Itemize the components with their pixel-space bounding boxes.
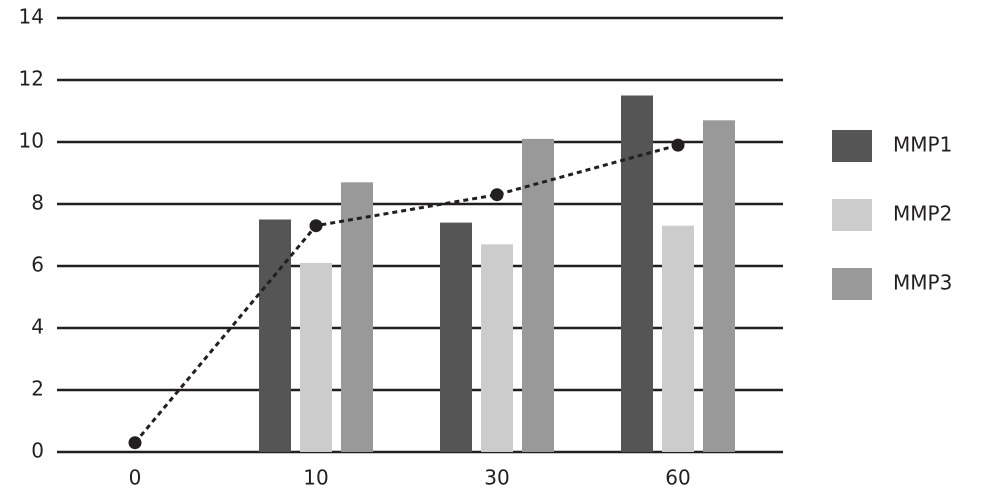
x-tick-label: 30 xyxy=(484,466,509,490)
trend-point xyxy=(490,188,504,202)
bar xyxy=(259,219,291,452)
legend-label: MMP2 xyxy=(893,202,952,226)
trend-point xyxy=(128,436,142,450)
y-tick-label: 6 xyxy=(31,253,44,277)
bar xyxy=(440,222,472,452)
legend-swatch xyxy=(832,199,872,231)
bar xyxy=(662,225,694,452)
bar xyxy=(481,244,513,452)
x-tick-label: 60 xyxy=(665,466,690,490)
y-tick-label: 8 xyxy=(31,191,44,215)
y-tick-label: 4 xyxy=(31,315,44,339)
y-tick-label: 12 xyxy=(19,67,44,91)
legend-swatch xyxy=(832,268,872,300)
bar xyxy=(300,262,332,452)
bar xyxy=(341,182,373,453)
trend-line xyxy=(133,143,679,444)
legend-label: MMP1 xyxy=(893,133,952,157)
y-tick-label: 14 xyxy=(19,5,44,29)
trend-point xyxy=(671,138,685,152)
trend-point xyxy=(309,219,323,233)
y-tick-label: 2 xyxy=(31,377,44,401)
y-tick-label: 10 xyxy=(19,129,44,153)
bar xyxy=(703,120,735,453)
bar xyxy=(522,138,554,452)
bar xyxy=(621,95,653,452)
legend-swatch xyxy=(832,130,872,162)
legend-label: MMP3 xyxy=(893,271,952,295)
x-tick-label: 0 xyxy=(129,466,142,490)
y-tick-label: 0 xyxy=(31,439,44,463)
x-tick-label: 10 xyxy=(303,466,328,490)
